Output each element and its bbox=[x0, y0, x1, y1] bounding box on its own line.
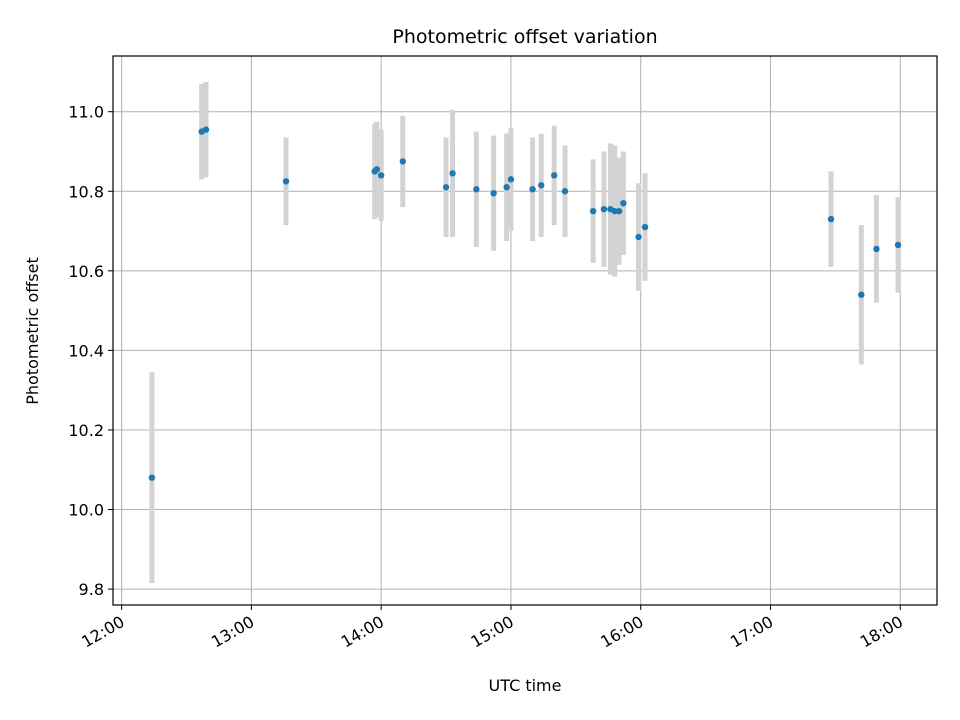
data-points bbox=[148, 126, 902, 481]
data-point bbox=[858, 291, 865, 298]
data-point bbox=[894, 241, 902, 249]
data-point bbox=[873, 245, 880, 253]
data-point bbox=[641, 223, 649, 231]
y-tick-label: 10.8 bbox=[68, 182, 104, 201]
data-point bbox=[550, 172, 558, 179]
data-point bbox=[538, 182, 545, 189]
y-axis-label: Photometric offset bbox=[23, 257, 42, 405]
data-point bbox=[442, 184, 450, 191]
data-point bbox=[202, 126, 210, 133]
data-point bbox=[529, 186, 536, 193]
y-tick-label: 10.2 bbox=[68, 421, 104, 440]
data-point bbox=[620, 199, 627, 207]
data-point bbox=[282, 178, 290, 185]
data-point bbox=[507, 176, 515, 183]
data-point bbox=[377, 172, 385, 179]
data-point bbox=[827, 215, 835, 223]
y-tick-label: 10.6 bbox=[68, 262, 104, 281]
data-point bbox=[589, 207, 597, 215]
y-tick-label: 10.0 bbox=[68, 501, 104, 520]
data-point bbox=[615, 207, 623, 215]
data-point bbox=[561, 188, 569, 195]
data-point bbox=[600, 205, 608, 213]
data-point bbox=[635, 233, 642, 241]
data-point bbox=[473, 186, 480, 193]
data-point bbox=[503, 184, 510, 191]
chart-title: Photometric offset variation bbox=[392, 26, 657, 48]
data-point bbox=[399, 158, 407, 165]
grid bbox=[113, 56, 937, 605]
y-tick-label: 9.8 bbox=[79, 580, 104, 599]
y-tick-label: 10.4 bbox=[68, 341, 104, 360]
data-point bbox=[490, 190, 497, 197]
y-axis-ticks: 9.8 10.0 10.2 10.4 10.6 10.8 11.0 bbox=[68, 103, 113, 599]
x-axis-label: UTC time bbox=[489, 676, 562, 695]
data-point bbox=[449, 170, 456, 177]
data-point bbox=[373, 166, 381, 173]
data-point bbox=[148, 474, 156, 481]
plot-frame bbox=[112, 55, 938, 606]
y-tick-label: 11.0 bbox=[68, 103, 104, 122]
